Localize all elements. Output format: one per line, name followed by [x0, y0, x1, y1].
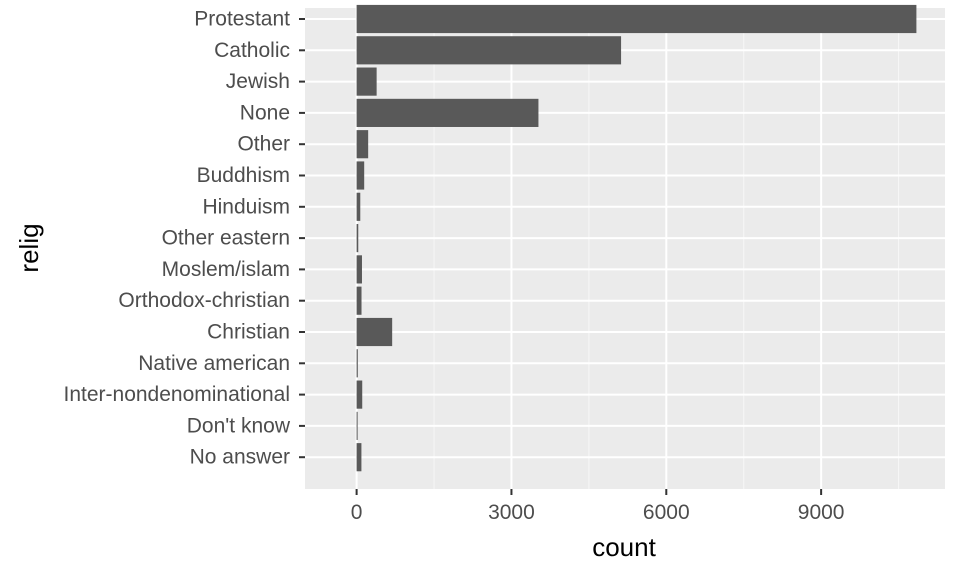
bar — [356, 130, 369, 159]
bar — [356, 67, 377, 96]
plot-panel — [305, 8, 945, 489]
bars — [356, 4, 917, 472]
y-tick-label: Other — [237, 133, 290, 156]
bar — [356, 443, 362, 472]
y-axis-title: relig — [14, 223, 44, 272]
x-axis-ticks: 0 3000 6000 9000 — [351, 489, 845, 524]
bar — [356, 224, 359, 253]
y-tick-label: Don't know — [187, 414, 291, 437]
y-tick-label: Catholic — [214, 39, 290, 62]
y-tick-label: Moslem/islam — [162, 258, 290, 281]
y-tick-label: No answer — [190, 446, 290, 469]
x-tick-label: 6000 — [643, 501, 690, 524]
y-tick-label: Other eastern — [162, 227, 290, 250]
y-tick-label: Jewish — [226, 70, 290, 93]
bar — [356, 286, 362, 315]
bar — [356, 4, 917, 34]
bar — [356, 98, 539, 127]
x-tick-label: 0 — [351, 501, 363, 524]
y-tick-label: Christian — [207, 321, 290, 344]
y-tick-label: None — [240, 101, 290, 124]
x-axis-title: count — [592, 532, 656, 562]
bar — [356, 411, 358, 440]
y-tick-label: Buddhism — [197, 164, 290, 187]
y-tick-label: Inter-nondenominational — [64, 383, 291, 406]
bar — [356, 36, 622, 65]
y-tick-label: Native american — [138, 352, 290, 375]
y-axis-ticks: Protestant Catholic Jewish None Other Buddhis… — [64, 8, 305, 469]
bar — [356, 380, 363, 409]
bar — [356, 192, 361, 221]
y-tick-label: Protestant — [194, 8, 290, 31]
y-tick-label: Orthodox-christian — [118, 289, 290, 312]
bar — [356, 317, 393, 347]
y-tick-label: Hinduism — [202, 195, 290, 218]
bar — [356, 349, 358, 378]
x-tick-label: 9000 — [798, 501, 845, 524]
bar — [356, 255, 362, 284]
bar — [356, 161, 365, 190]
x-tick-label: 3000 — [488, 501, 535, 524]
